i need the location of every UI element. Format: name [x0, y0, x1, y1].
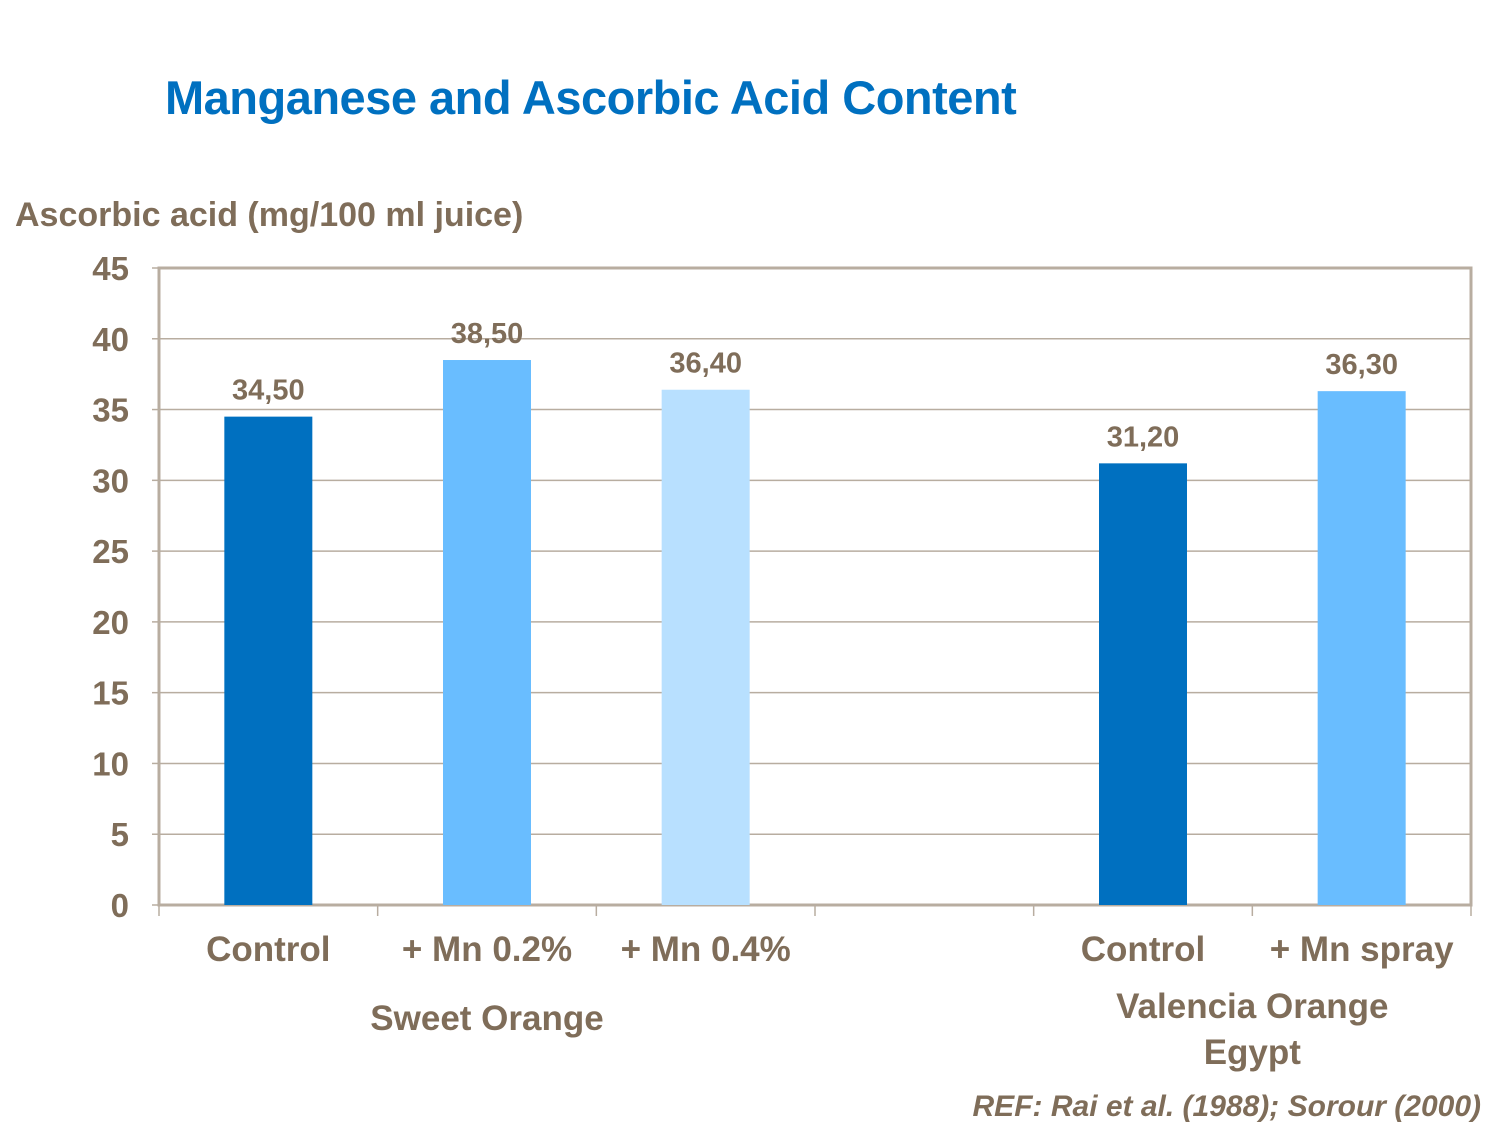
bar	[224, 416, 313, 905]
y-tick-label: 10	[92, 745, 129, 782]
y-axis-label: Ascorbic acid (mg/100 ml juice)	[15, 196, 524, 234]
x-tick-label: + Mn 0.2%	[402, 930, 572, 969]
chart-title: Manganese and Ascorbic Acid Content	[165, 71, 1017, 124]
group-label: Sweet Orange	[370, 999, 603, 1038]
group-label: Valencia Orange	[1116, 987, 1388, 1026]
data-label: 36,30	[1325, 349, 1398, 381]
reference-note: REF: Rai et al. (1988); Sorour (2000)	[972, 1090, 1481, 1123]
y-tick-label: 25	[92, 533, 129, 570]
x-tick-label: Control	[206, 930, 330, 969]
y-tick-label: 5	[111, 816, 129, 853]
y-tick-label: 35	[92, 392, 129, 429]
group-label: Egypt	[1204, 1033, 1302, 1072]
y-tick-label: 15	[92, 675, 129, 712]
bar	[1099, 463, 1187, 905]
x-tick-label: + Mn 0.4%	[621, 930, 791, 969]
y-tick-label: 20	[92, 604, 129, 641]
x-tick-label: + Mn spray	[1270, 930, 1454, 969]
bar	[661, 389, 750, 905]
y-tick-label: 0	[111, 887, 129, 924]
y-tick-label: 40	[92, 321, 129, 358]
bar	[443, 360, 531, 905]
bar	[1317, 391, 1406, 905]
data-label: 36,40	[669, 348, 742, 380]
plot-area-border	[157, 266, 1473, 907]
y-tick-label: 45	[92, 250, 129, 287]
data-label: 38,50	[451, 318, 524, 350]
data-label: 31,20	[1107, 421, 1180, 453]
data-label: 34,50	[232, 375, 305, 407]
x-tick-label: Control	[1081, 930, 1205, 969]
y-tick-label: 30	[92, 462, 129, 499]
